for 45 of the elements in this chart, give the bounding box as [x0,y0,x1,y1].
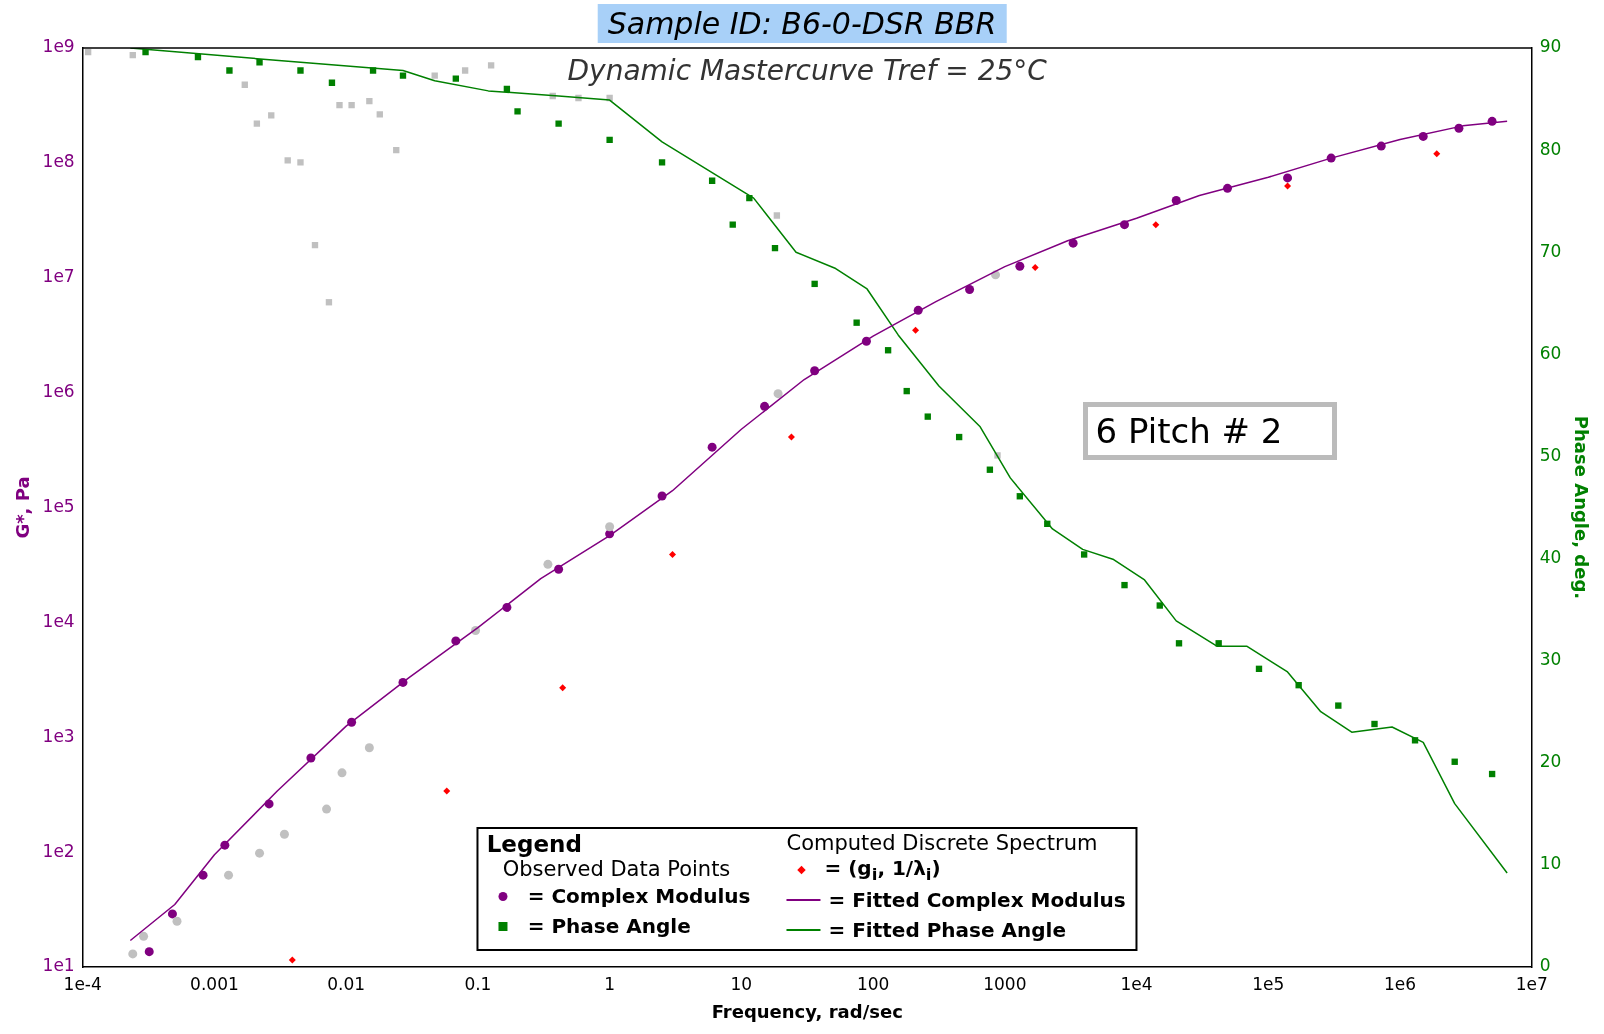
x-axis-title: Frequency, rad/sec [711,1000,903,1022]
legend-label: = Fitted Phase Angle [828,918,1066,942]
x-tick-label: 1e4 [1120,973,1153,994]
y-tick-label: 1e9 [42,36,75,57]
y2-tick-label: 90 [1539,36,1562,57]
y2-tick-label: 30 [1539,649,1562,670]
y-tick-label: 1e6 [42,381,75,402]
annotation: 6 Pitch # 2 [1082,401,1338,460]
x-tick-label: 1e5 [1252,973,1285,994]
x-tick-label: 0.1 [464,973,492,994]
legend-label: = Complex Modulus [527,884,751,908]
y2-tick-label: 70 [1539,240,1562,261]
x-tick-label: 1 [604,973,616,994]
y-tick-label: 1e8 [42,151,75,172]
legend-label: = Fitted Complex Modulus [828,888,1126,912]
x-tick-label: 1e-4 [63,973,102,994]
x-tick-label: 10 [730,973,753,994]
x-tick-label: 100 [856,973,890,994]
y2-tick-label: 50 [1539,444,1562,465]
legend-label: = Phase Angle [527,914,691,938]
y-tick-label: 1e2 [42,840,75,861]
y-tick-label: 1e7 [42,266,75,287]
x-tick-label: 1e7 [1515,973,1548,994]
chart-title: Sample ID: B6-0-DSR BBR [597,4,1007,43]
y-tick-label: 1e3 [42,725,75,746]
y2-tick-label: 20 [1539,751,1562,772]
x-tick-label: 1e6 [1383,973,1417,994]
legend-title: Legend [486,831,583,857]
annotation: Observed Data Points [501,857,732,881]
x-tick-label: 0.001 [190,973,239,994]
y-axis-title: G*, Pa [12,476,34,539]
y-tick-label: 1e1 [42,955,75,976]
y2-tick-label: 40 [1539,546,1562,567]
x-tick-label: 1000 [983,973,1027,994]
annotation: Computed Discrete Spectrum [786,831,1099,855]
y2-tick-label: 0 [1539,955,1551,976]
legend-label: = (g$_{i}$, 1/λ$_{i}$) [824,856,941,884]
y2-axis-title: Phase Angle, deg. [1570,415,1592,600]
y-tick-label: 1e4 [42,610,75,631]
chart-subtitle: Dynamic Mastercurve Tref = 25°C [567,54,1047,87]
y-tick-label: 1e5 [42,495,75,516]
y2-tick-label: 80 [1539,138,1562,159]
x-tick-label: 0.01 [327,973,366,994]
y2-tick-label: 10 [1539,853,1562,874]
y2-tick-label: 60 [1539,342,1562,363]
